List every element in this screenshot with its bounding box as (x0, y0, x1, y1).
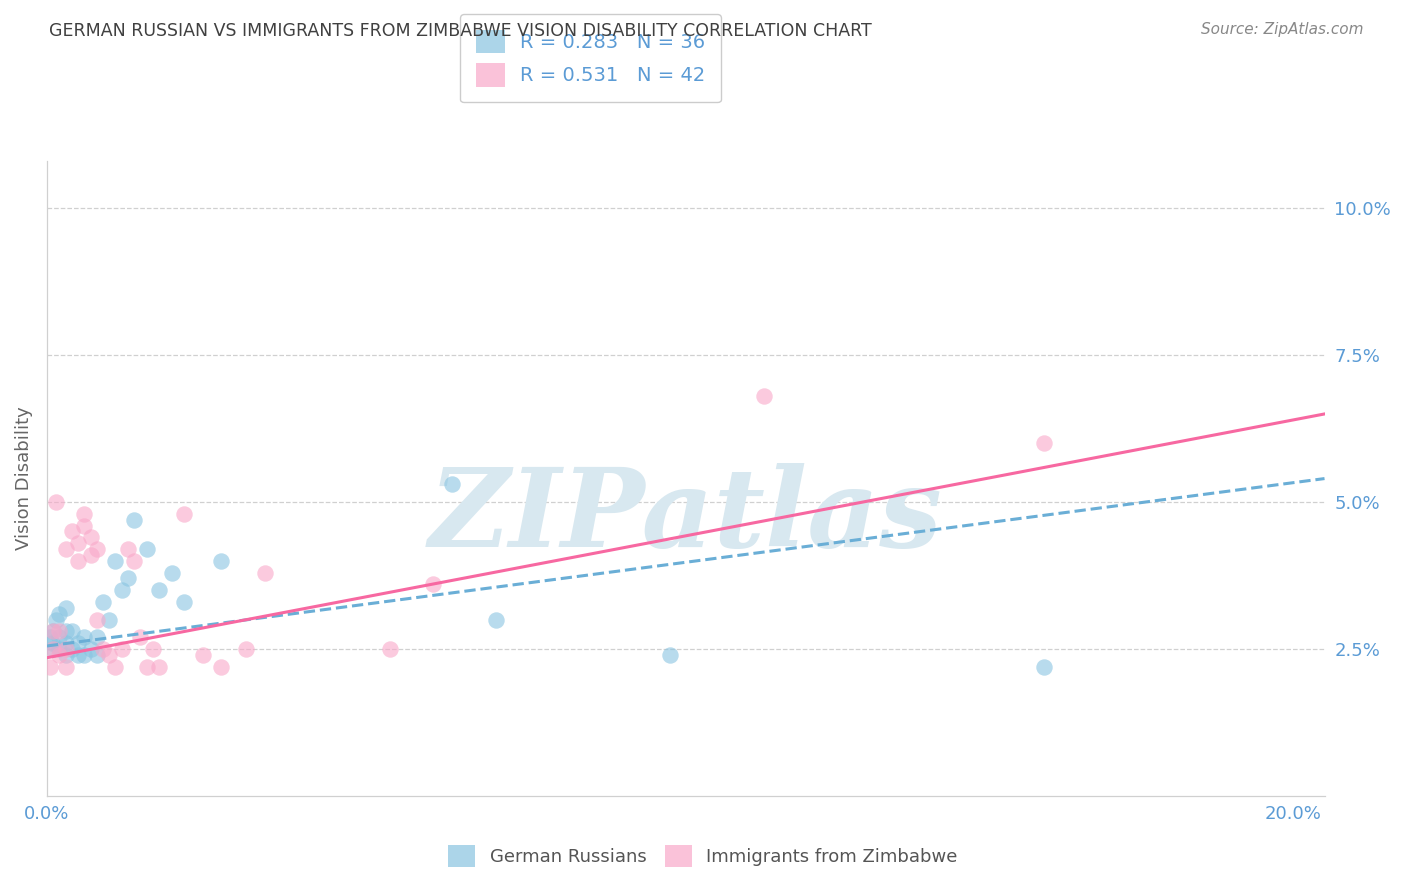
Point (42, 624, 65, 639)
Point (45, 495, 67, 509)
Point (135, 659, 157, 673)
Point (148, 659, 170, 673)
Text: Source: ZipAtlas.com: Source: ZipAtlas.com (1201, 22, 1364, 37)
Point (104, 659, 127, 673)
Point (378, 641, 401, 656)
Point (148, 583, 170, 598)
Point (160, 566, 183, 580)
Point (41, 636, 63, 650)
Point (209, 554, 232, 568)
Point (45, 613, 67, 627)
Point (98, 613, 121, 627)
Point (55, 641, 77, 656)
Point (55, 648, 77, 662)
Point (48, 624, 70, 639)
Point (86, 630, 108, 644)
Point (48, 607, 70, 621)
Point (86, 542, 108, 557)
Point (55, 542, 77, 557)
Point (42, 624, 65, 639)
Point (173, 595, 195, 609)
Point (191, 648, 214, 662)
Point (39, 630, 62, 644)
Point (173, 507, 195, 521)
Point (55, 659, 77, 673)
Point (752, 389, 775, 403)
Point (129, 630, 152, 644)
Point (440, 477, 463, 491)
Point (73, 630, 96, 644)
Point (67, 636, 90, 650)
Point (1033, 436, 1056, 450)
Point (60, 641, 83, 656)
Point (48, 641, 70, 656)
Point (60, 624, 83, 639)
Point (253, 566, 276, 580)
Point (485, 613, 508, 627)
Point (73, 518, 96, 533)
Point (111, 641, 134, 656)
Point (209, 659, 232, 673)
Point (42, 641, 65, 656)
Point (67, 536, 90, 550)
Point (422, 577, 444, 591)
Point (86, 648, 108, 662)
Point (39, 659, 62, 673)
Point (117, 542, 139, 557)
Point (60, 524, 83, 539)
Point (55, 600, 77, 615)
Point (48, 648, 70, 662)
Point (55, 624, 77, 639)
Point (142, 641, 165, 656)
Point (122, 554, 145, 568)
Point (98, 648, 121, 662)
Point (42, 641, 65, 656)
Point (67, 554, 90, 568)
Point (86, 613, 108, 627)
Legend: R = 0.283   N = 36, R = 0.531   N = 42: R = 0.283 N = 36, R = 0.531 N = 42 (460, 14, 721, 103)
Point (117, 571, 139, 585)
Point (79, 548, 101, 562)
Point (48, 630, 70, 644)
Point (73, 507, 96, 521)
Point (79, 641, 101, 656)
Point (73, 648, 96, 662)
Point (1033, 659, 1056, 673)
Legend: German Russians, Immigrants from Zimbabwe: German Russians, Immigrants from Zimbabw… (441, 838, 965, 874)
Point (135, 542, 157, 557)
Point (235, 641, 257, 656)
Point (79, 530, 101, 544)
Text: ZIPatlas: ZIPatlas (429, 463, 942, 570)
Point (55, 636, 77, 650)
Point (91, 595, 114, 609)
Point (659, 648, 682, 662)
Point (122, 513, 145, 527)
Y-axis label: Vision Disability: Vision Disability (15, 407, 32, 550)
Point (104, 554, 127, 568)
Point (67, 648, 90, 662)
Point (91, 641, 114, 656)
Text: GERMAN RUSSIAN VS IMMIGRANTS FROM ZIMBABWE VISION DISABILITY CORRELATION CHART: GERMAN RUSSIAN VS IMMIGRANTS FROM ZIMBAB… (49, 22, 872, 40)
Point (111, 583, 134, 598)
